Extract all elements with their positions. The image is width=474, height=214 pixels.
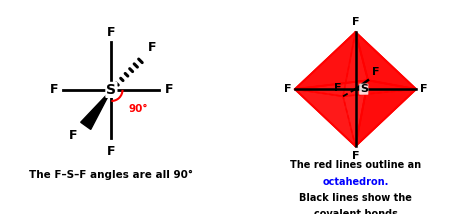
Polygon shape (356, 32, 416, 89)
Text: 90°: 90° (128, 104, 148, 114)
Text: Black lines show the: Black lines show the (299, 193, 412, 203)
Polygon shape (343, 32, 416, 96)
Text: F: F (148, 41, 156, 54)
Polygon shape (295, 32, 368, 89)
Text: F: F (334, 83, 341, 93)
Text: F: F (372, 67, 380, 77)
Text: octahedron.: octahedron. (322, 177, 389, 187)
Text: F: F (419, 84, 427, 94)
Polygon shape (295, 80, 368, 146)
Text: The F–S–F angles are all 90°: The F–S–F angles are all 90° (29, 170, 193, 180)
Text: F: F (69, 129, 77, 142)
Polygon shape (356, 80, 416, 146)
Text: F: F (352, 18, 359, 27)
Text: F: F (164, 83, 173, 96)
Text: The red lines outline an: The red lines outline an (290, 160, 421, 171)
Text: F: F (284, 84, 292, 94)
Polygon shape (81, 90, 111, 129)
Polygon shape (343, 89, 416, 146)
Text: F: F (107, 145, 116, 158)
Text: covalent bonds: covalent bonds (314, 209, 397, 214)
Polygon shape (295, 32, 356, 96)
Polygon shape (295, 89, 356, 146)
Text: F: F (50, 83, 58, 96)
Text: F: F (352, 151, 359, 161)
Text: S: S (360, 84, 368, 94)
Text: S: S (106, 83, 117, 97)
Text: F: F (107, 25, 116, 39)
